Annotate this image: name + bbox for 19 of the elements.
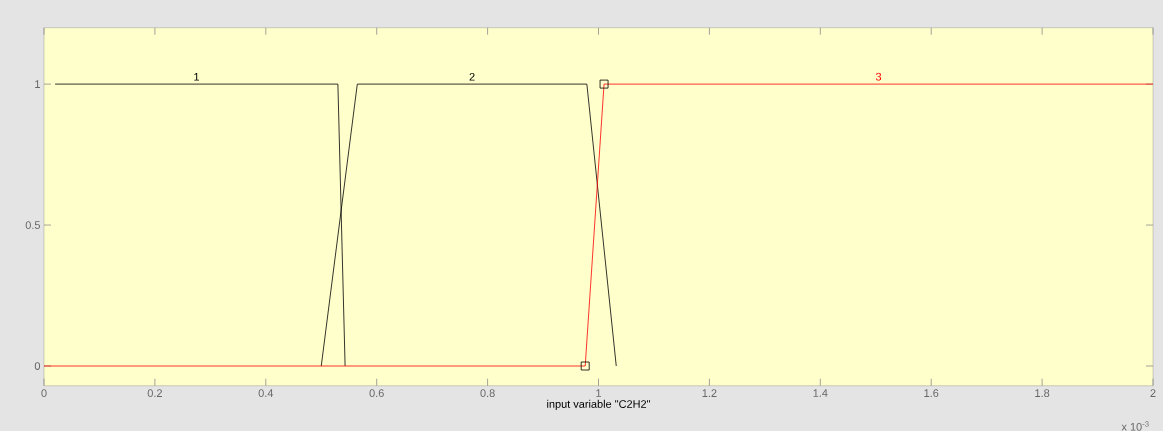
x-tick-label: 1.2 — [702, 389, 717, 397]
y-tick-label: 0.5 — [25, 221, 41, 229]
x-tick-label: 0.8 — [480, 389, 495, 398]
series-label: 3 — [875, 72, 882, 81]
x-tick-label: 1.4 — [813, 389, 828, 397]
x-axis-title: input variable "C2H2" — [547, 399, 651, 411]
x-tick-label: 1.8 — [1035, 389, 1050, 398]
text: x 10$^{-3}$ — [1121, 421, 1149, 431]
x-tick-label: 0.4 — [258, 389, 274, 398]
y-tick-label: 1 — [35, 80, 40, 88]
series-label: 1 — [194, 73, 200, 81]
x-tick-label: 1.6 — [924, 389, 939, 398]
x-tick-label: 0.2 — [147, 389, 162, 398]
x-tick-label: 0.6 — [369, 389, 384, 398]
series-label: 2 — [469, 72, 475, 81]
x-tick-label: 1 — [596, 389, 602, 397]
x-tick-label: 0 — [41, 389, 47, 398]
y-tick-label: 0 — [34, 362, 41, 370]
x-tick-label: 2 — [1150, 389, 1156, 397]
